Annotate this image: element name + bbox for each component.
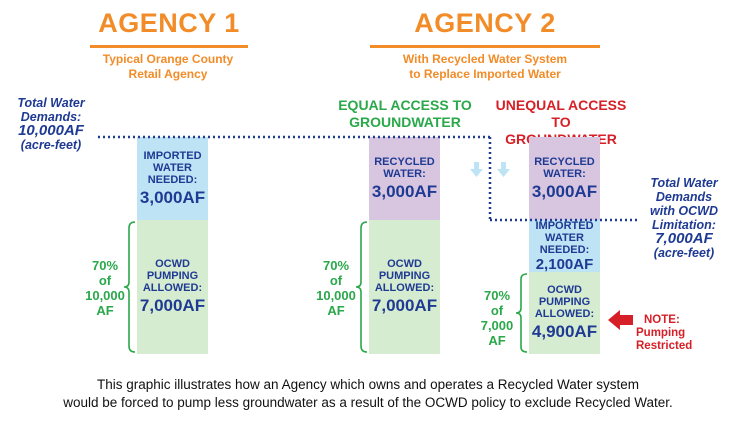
agency1-underline	[90, 45, 248, 48]
equal-ocwd-block: OCWD PUMPING ALLOWED: 7,000AF	[369, 220, 440, 354]
agency2-subtitle: With Recycled Water System to Replace Im…	[402, 52, 568, 81]
unequal-recycled-block: RECYCLED WATER: 3,000AF	[529, 137, 600, 220]
equal-recycled-block: RECYCLED WATER: 3,000AF	[369, 137, 440, 220]
caption: This graphic illustrates how an Agency w…	[63, 377, 673, 410]
agency1-imported-block: IMPORTED WATER NEEDED: 3,000AF	[137, 137, 208, 220]
down-arrow-icon	[497, 162, 510, 177]
unequal-imported-block: IMPORTED WATER NEEDED: 2,100AF	[529, 220, 600, 273]
equal-pct-label: 70% of 10,000 AF	[316, 258, 356, 318]
agency1-title: AGENCY 1	[98, 8, 240, 38]
left-arrow-icon	[608, 310, 633, 330]
agency2-title: AGENCY 2	[414, 8, 556, 38]
down-arrow-icon	[470, 162, 483, 177]
agency1-pct-label: 70% of 10,000 AF	[85, 258, 125, 318]
unequal-ocwd-block: OCWD PUMPING ALLOWED: 4,900AF	[529, 272, 600, 354]
pumping-restricted-note: NOTE: Pumping Restricted	[636, 314, 693, 352]
total-demand-label: Total Water Demands: 10,000AF (acre-feet…	[17, 96, 85, 152]
unequal-bracket	[515, 273, 528, 353]
equal-bracket	[355, 221, 368, 353]
equal-access-heading: EQUAL ACCESS TO GROUNDWATER	[338, 97, 472, 130]
agency1-bracket	[123, 221, 136, 353]
limited-demand-label: Total Water Demands with OCWD Limitation…	[649, 176, 719, 260]
agency1-subtitle: Typical Orange County Retail Agency	[102, 52, 234, 81]
agency1-ocwd-block: OCWD PUMPING ALLOWED: 7,000AF	[137, 220, 208, 354]
agency2-underline	[370, 45, 600, 48]
unequal-pct-label: 70% of 7,000 AF	[480, 288, 514, 348]
